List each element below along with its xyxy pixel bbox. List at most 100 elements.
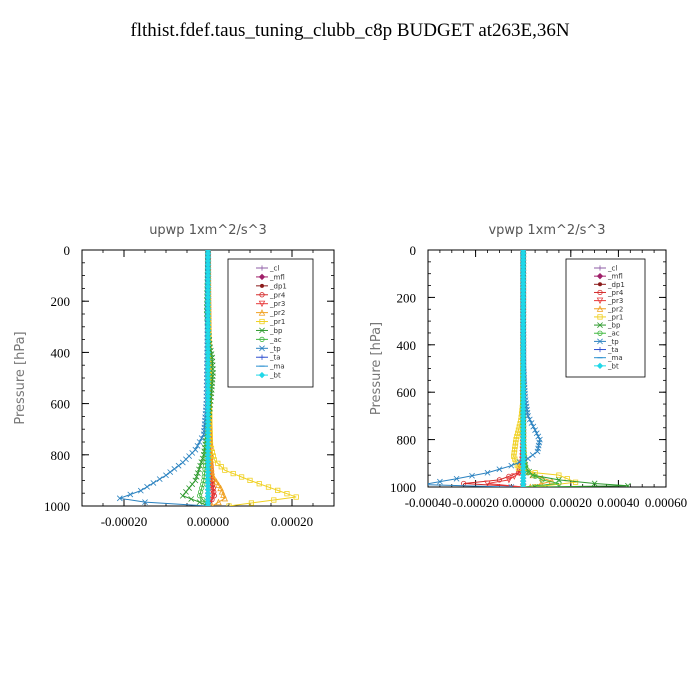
legend-label: _cl [269, 265, 279, 273]
x-tick-label: 0.00000 [502, 495, 544, 510]
legend-marker [597, 289, 603, 296]
data-point-pr1 [512, 456, 518, 462]
data-point-tp [198, 435, 205, 442]
data-point-pr3 [208, 481, 216, 488]
data-point-pr1 [514, 433, 520, 440]
data-point-tp [175, 462, 182, 469]
data-point-pr2 [221, 494, 229, 502]
data-point-pr1 [226, 503, 232, 506]
data-point-tp [163, 472, 169, 479]
data-point-pr1 [532, 470, 538, 476]
data-point-bp [196, 466, 202, 473]
y-axis-label: Pressure [hPa] [13, 331, 28, 424]
data-point-ac [197, 493, 203, 499]
data-point-pr2 [218, 487, 226, 495]
data-point-pr1 [512, 446, 518, 453]
data-point-pr3 [484, 480, 491, 487]
data-point-bp [183, 489, 189, 495]
data-point-pr1 [512, 443, 518, 449]
legend-label: _bp [607, 322, 621, 330]
legend-label: _ma [269, 363, 285, 371]
legend-marker [597, 338, 603, 345]
legend-box [227, 258, 314, 388]
data-point-pr1 [210, 453, 216, 459]
legend-label: _pr2 [269, 309, 285, 317]
data-point-tp [533, 430, 540, 437]
data-point-tp [116, 495, 123, 502]
x-tick-label: 0.00020 [271, 514, 313, 529]
legend-label: _pr3 [269, 300, 285, 308]
legend-label: _bt [607, 362, 619, 370]
data-point-bp [194, 470, 201, 476]
data-point-bp [591, 480, 598, 487]
data-point-pr2 [215, 481, 222, 488]
data-point-bp [192, 477, 199, 484]
data-point-pr2 [211, 474, 218, 482]
data-point-ac [556, 480, 562, 487]
data-point-bp [197, 462, 204, 469]
y-tick-label: 400 [397, 338, 417, 353]
data-point-tp [484, 469, 491, 476]
legend-marker [259, 354, 265, 360]
data-point-pr2 [215, 498, 222, 506]
data-point-tp [508, 462, 515, 469]
data-point-tp [142, 499, 148, 506]
y-axis-label: Pressure [hPa] [369, 322, 384, 415]
data-point-bp [179, 492, 186, 499]
legend-marker [258, 309, 266, 316]
y-tick-label: 400 [51, 345, 71, 360]
x-tick-label: 0.00000 [187, 514, 229, 529]
page-title: flthist.fdef.taus_tuning_clubb_c8p BUDGE… [130, 20, 570, 41]
data-point-bp [186, 485, 192, 491]
data-point-ac [539, 477, 545, 483]
data-point-bt [204, 502, 212, 506]
data-point-pr1 [238, 474, 245, 480]
data-point-bp [193, 473, 200, 480]
y-tick-label: 1000 [44, 499, 70, 514]
data-point-tp [137, 487, 144, 494]
data-point-tp [534, 448, 541, 455]
legend-marker [259, 265, 265, 271]
data-point-pr1 [511, 450, 517, 456]
legend-marker [596, 305, 604, 312]
data-point-pr4 [506, 473, 512, 479]
legend-label: _ta [607, 346, 619, 354]
legend-label: _pr4 [607, 289, 624, 297]
legend-marker [596, 272, 604, 280]
data-point-tp [528, 420, 535, 426]
data-point-bp [625, 482, 631, 487]
data-point-ac [532, 473, 538, 479]
data-point-bp [198, 459, 205, 465]
data-point-tp [127, 491, 134, 498]
legend-marker [259, 318, 265, 325]
data-point-pr1 [511, 453, 517, 459]
x-tick-label: 0.00020 [550, 495, 592, 510]
data-point-pr1 [275, 487, 281, 493]
data-point-pr1 [247, 477, 253, 484]
legend-label: _ma [607, 354, 623, 362]
data-point-tp [194, 442, 201, 449]
data-point-pr1 [513, 436, 519, 443]
legend-marker [259, 292, 265, 298]
legend-label: _ta [269, 354, 281, 362]
legend-label: _ac [269, 336, 282, 344]
legend-marker [598, 282, 602, 287]
data-point-tp [167, 469, 174, 475]
legend-label: _dp1 [269, 282, 287, 290]
chart-title: vpwp 1xm^2/s^3 [488, 223, 605, 238]
x-tick-label: 0.00040 [597, 495, 639, 510]
legend-marker [258, 371, 266, 379]
data-point-tp [525, 413, 531, 419]
data-point-pr1 [515, 430, 521, 436]
data-point-pr4 [496, 477, 502, 483]
legend-marker [597, 322, 603, 328]
x-tick-label: -0.00040 [405, 495, 452, 510]
data-point-tp [453, 475, 460, 482]
data-point-tp [532, 427, 538, 434]
data-point-tp [196, 439, 203, 445]
data-point-ac [525, 470, 531, 476]
data-point-bt [520, 483, 527, 487]
legend-label: _cl [607, 265, 617, 273]
data-point-tp [469, 472, 475, 479]
